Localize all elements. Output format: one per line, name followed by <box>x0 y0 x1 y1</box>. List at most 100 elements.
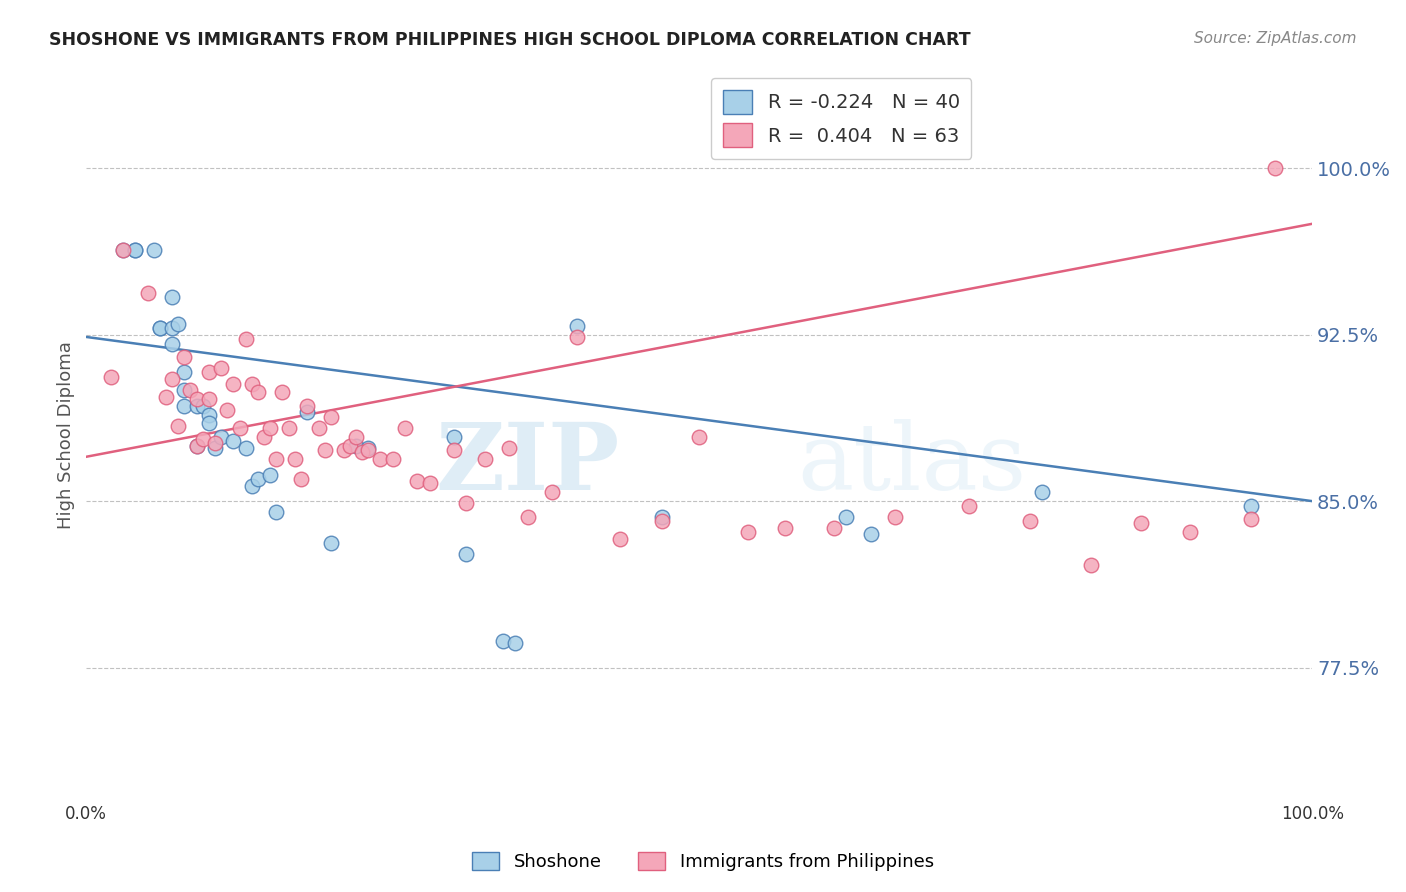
Point <box>835 509 858 524</box>
Point <box>295 399 318 413</box>
Point <box>505 636 527 650</box>
Point <box>204 436 226 450</box>
Point <box>198 408 221 422</box>
Point <box>456 547 478 561</box>
Point <box>149 321 172 335</box>
Point <box>191 399 214 413</box>
Point <box>186 392 208 406</box>
Point <box>235 332 257 346</box>
Point <box>1240 512 1263 526</box>
Legend: R = -0.224   N = 40, R =  0.404   N = 63: R = -0.224 N = 40, R = 0.404 N = 63 <box>711 78 972 159</box>
Point <box>1129 516 1152 531</box>
Point <box>277 421 299 435</box>
Point <box>259 467 281 482</box>
Point <box>124 244 146 258</box>
Text: ZIP: ZIP <box>436 419 620 508</box>
Point <box>541 485 564 500</box>
Point <box>394 421 416 435</box>
Point <box>957 499 980 513</box>
Point <box>321 409 343 424</box>
Point <box>209 361 232 376</box>
Point <box>155 390 177 404</box>
Point <box>222 376 245 391</box>
Point <box>1264 161 1286 176</box>
Point <box>198 392 221 406</box>
Point <box>173 366 195 380</box>
Point <box>198 366 221 380</box>
Point <box>179 383 201 397</box>
Point <box>160 290 183 304</box>
Point <box>516 509 538 524</box>
Point <box>266 452 288 467</box>
Point <box>357 441 380 455</box>
Point <box>160 321 183 335</box>
Point <box>339 439 361 453</box>
Point <box>859 527 882 541</box>
Point <box>160 372 183 386</box>
Point <box>142 244 165 258</box>
Point <box>259 421 281 435</box>
Point <box>186 439 208 453</box>
Point <box>149 321 172 335</box>
Point <box>651 509 673 524</box>
Point <box>112 244 135 258</box>
Point <box>406 474 429 488</box>
Point <box>823 521 845 535</box>
Point <box>688 430 710 444</box>
Point <box>191 432 214 446</box>
Point <box>1031 485 1053 500</box>
Point <box>204 441 226 455</box>
Point <box>565 330 588 344</box>
Point <box>498 441 520 455</box>
Point <box>332 443 354 458</box>
Point <box>124 244 146 258</box>
Point <box>246 385 269 400</box>
Point <box>240 376 263 391</box>
Point <box>737 525 759 540</box>
Point <box>136 285 159 300</box>
Point <box>173 399 195 413</box>
Point <box>290 472 312 486</box>
Point <box>240 478 263 492</box>
Point <box>1240 499 1263 513</box>
Point <box>565 318 588 333</box>
Point <box>284 452 307 467</box>
Point <box>418 476 440 491</box>
Point <box>474 452 496 467</box>
Point <box>235 441 257 455</box>
Point <box>295 405 318 419</box>
Point <box>456 496 478 510</box>
Text: SHOSHONE VS IMMIGRANTS FROM PHILIPPINES HIGH SCHOOL DIPLOMA CORRELATION CHART: SHOSHONE VS IMMIGRANTS FROM PHILIPPINES … <box>49 31 970 49</box>
Point <box>357 443 380 458</box>
Text: Source: ZipAtlas.com: Source: ZipAtlas.com <box>1194 31 1357 46</box>
Point <box>308 421 330 435</box>
Point <box>370 452 392 467</box>
Point <box>1178 525 1201 540</box>
Point <box>246 472 269 486</box>
Point <box>344 439 367 453</box>
Point <box>609 532 631 546</box>
Point <box>443 443 465 458</box>
Point <box>271 385 294 400</box>
Point <box>167 418 190 433</box>
Point <box>352 445 374 459</box>
Point <box>344 430 367 444</box>
Point <box>314 443 336 458</box>
Text: atlas: atlas <box>797 419 1026 508</box>
Point <box>884 509 907 524</box>
Point <box>381 452 404 467</box>
Point <box>173 350 195 364</box>
Point <box>112 244 135 258</box>
Point <box>209 430 232 444</box>
Point <box>160 336 183 351</box>
Point <box>1080 558 1102 573</box>
Point <box>253 430 276 444</box>
Legend: Shoshone, Immigrants from Philippines: Shoshone, Immigrants from Philippines <box>465 845 941 879</box>
Point <box>443 430 465 444</box>
Point <box>198 417 221 431</box>
Point <box>222 434 245 449</box>
Y-axis label: High School Diploma: High School Diploma <box>58 341 75 528</box>
Point <box>173 383 195 397</box>
Point <box>100 370 122 384</box>
Point <box>773 521 796 535</box>
